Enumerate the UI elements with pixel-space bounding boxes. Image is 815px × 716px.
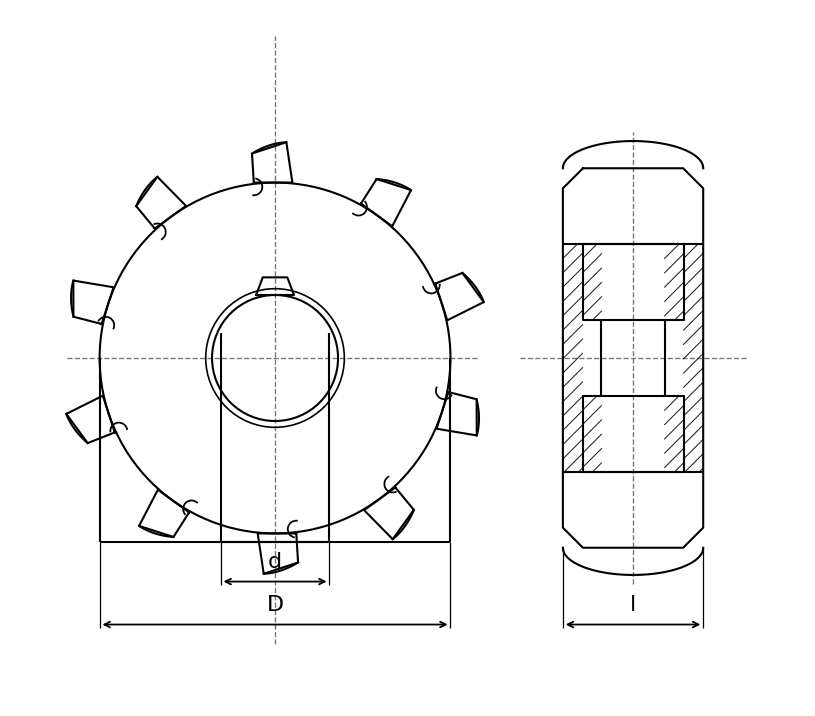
- Text: l: l: [630, 595, 637, 615]
- Text: d: d: [268, 552, 282, 572]
- Text: D: D: [267, 595, 284, 615]
